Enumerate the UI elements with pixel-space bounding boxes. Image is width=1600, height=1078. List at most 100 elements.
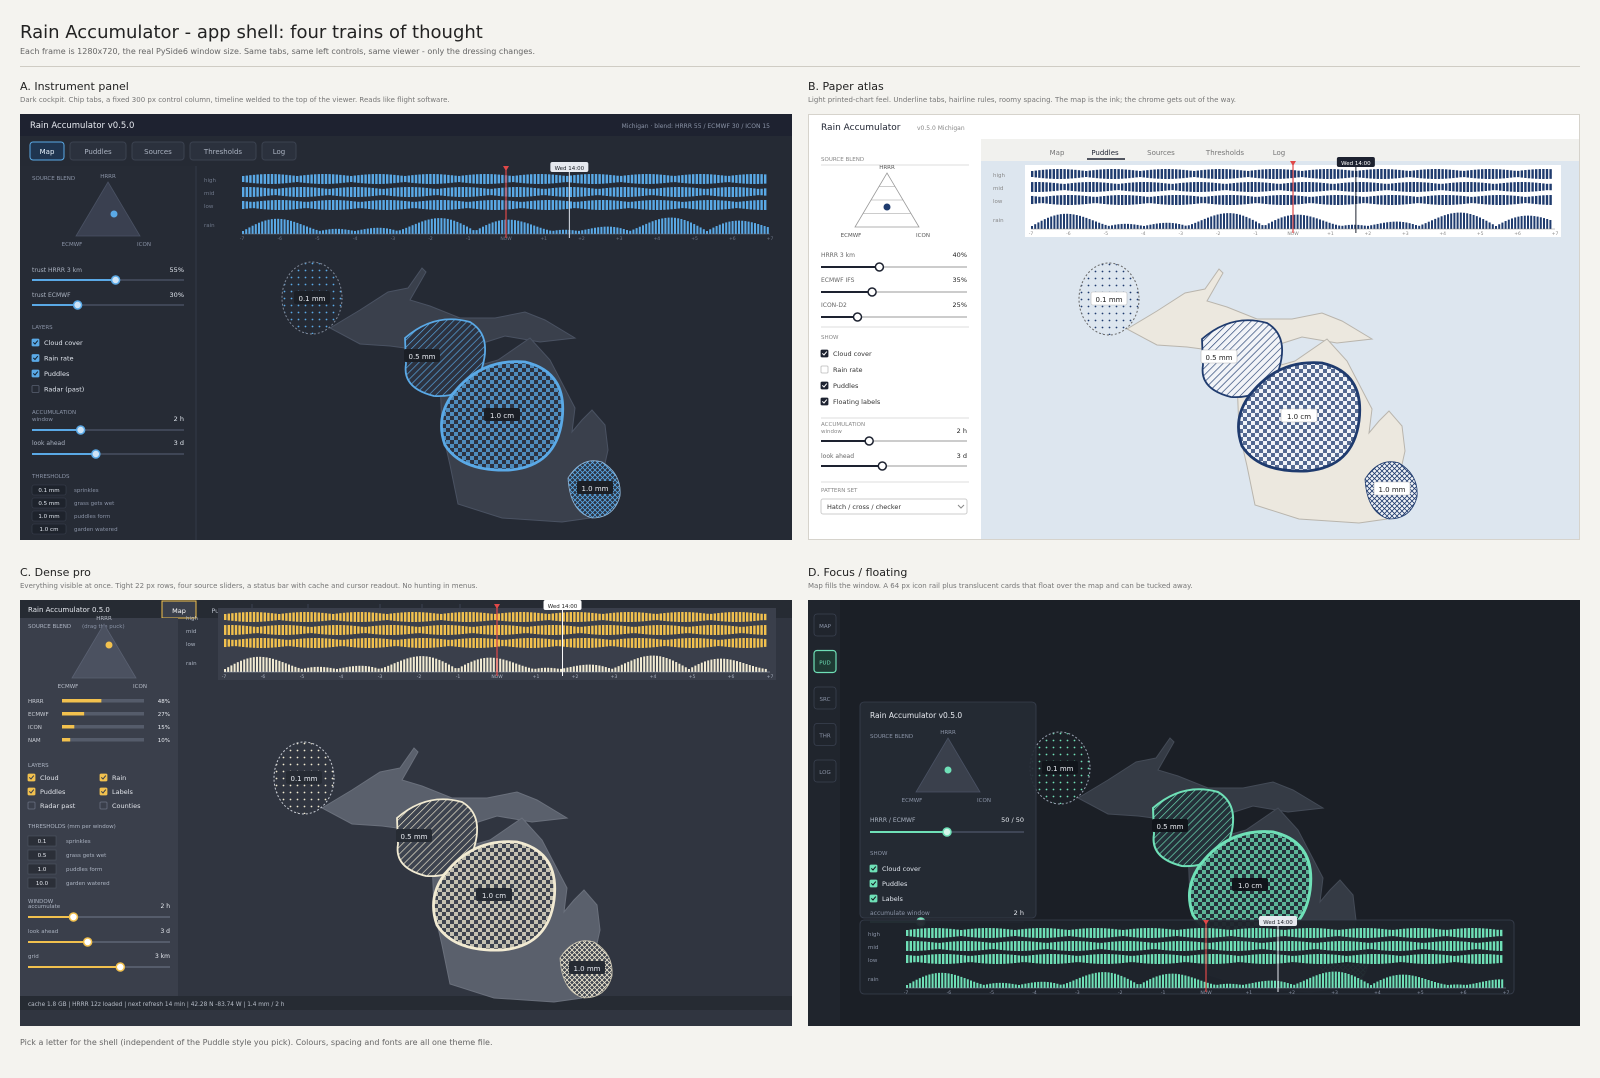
cloud-bar: [756, 174, 760, 184]
cloud-bar: [1456, 955, 1460, 963]
cloud-bar: [476, 612, 479, 622]
rain-bar: [582, 664, 585, 672]
rain-bar: [1280, 981, 1283, 988]
cloud-bar: [378, 638, 382, 648]
checkbox[interactable]: [99, 787, 108, 796]
tab-thresholds[interactable]: [189, 141, 257, 161]
slider-handle[interactable]: [91, 449, 101, 459]
rain-bar: [1392, 221, 1395, 229]
slider-handle[interactable]: [852, 312, 863, 322]
slider-handle[interactable]: [874, 262, 885, 272]
slider-handle[interactable]: [82, 937, 93, 947]
threshold-input[interactable]: [31, 523, 67, 535]
checkbox[interactable]: [31, 385, 40, 393]
cloud-bar: [342, 175, 346, 183]
blend-puck[interactable]: [110, 210, 118, 218]
checkbox[interactable]: [869, 864, 878, 873]
threshold-input[interactable]: [27, 863, 57, 875]
cloud-bar: [1081, 195, 1084, 205]
pattern-set-select[interactable]: [820, 498, 968, 515]
checkbox[interactable]: [27, 801, 36, 810]
rail-button-map[interactable]: [813, 613, 837, 637]
checkbox[interactable]: [99, 801, 108, 810]
slider-handle[interactable]: [867, 287, 877, 297]
timeline-row-label: high: [204, 178, 217, 184]
rain-bar: [665, 657, 668, 672]
slider-handle[interactable]: [864, 436, 874, 446]
tab-thresholds[interactable]: Thresholds: [1205, 149, 1244, 157]
source-bar-fill[interactable]: [62, 699, 102, 703]
timeline-tick-label: +1: [1246, 990, 1253, 996]
checkbox[interactable]: [27, 773, 36, 782]
source-bar-fill[interactable]: [62, 712, 85, 716]
cloud-bar: [1006, 941, 1010, 951]
threshold-input[interactable]: [27, 849, 57, 861]
cloud-bar: [1222, 954, 1226, 964]
cloud-bar: [677, 175, 680, 183]
blend-triangle[interactable]: [71, 623, 137, 679]
cloud-bar: [558, 639, 562, 647]
threshold-input[interactable]: [27, 835, 57, 847]
checkbox[interactable]: [869, 879, 878, 888]
tab-map[interactable]: Map: [1050, 149, 1065, 157]
tab-puddles[interactable]: Puddles: [1091, 149, 1119, 157]
tab-map[interactable]: [161, 600, 197, 619]
checkbox[interactable]: [31, 369, 40, 378]
checkbox[interactable]: [27, 787, 36, 796]
tab-log[interactable]: [261, 141, 297, 161]
blend-triangle[interactable]: [915, 737, 981, 793]
cloud-bar: [1499, 183, 1502, 191]
rail-button-pud[interactable]: [813, 649, 837, 674]
cloud-bar: [479, 626, 482, 634]
checkbox[interactable]: [869, 894, 878, 903]
slider-handle[interactable]: [75, 425, 86, 435]
slider-handle[interactable]: [68, 912, 79, 922]
checkbox[interactable]: [820, 397, 829, 406]
tab-puddles[interactable]: [69, 141, 127, 161]
threshold-input[interactable]: [31, 497, 67, 509]
rain-bar: [648, 222, 651, 234]
threshold-input[interactable]: [27, 877, 57, 889]
checkbox[interactable]: [99, 773, 108, 782]
blend-puck[interactable]: [883, 203, 891, 211]
slider-handle[interactable]: [72, 300, 83, 310]
rain-bar: [1347, 973, 1350, 988]
threshold-input[interactable]: [31, 510, 67, 522]
cloud-bar: [1041, 169, 1045, 179]
checkbox[interactable]: [820, 381, 829, 390]
blend-triangle[interactable]: [75, 181, 141, 237]
cloud-bar: [909, 941, 912, 951]
cloud-bar: [1449, 955, 1452, 963]
rail-button-log[interactable]: [813, 759, 837, 783]
slider-handle[interactable]: [115, 962, 126, 972]
checkbox[interactable]: [31, 354, 40, 362]
blend-puck[interactable]: [105, 641, 113, 649]
slider-handle[interactable]: [110, 275, 121, 285]
cloud-bar: [476, 200, 479, 210]
cloud-bar: [1311, 182, 1315, 192]
rain-bar: [398, 230, 401, 234]
cloud-bar: [602, 625, 605, 635]
tab-sources[interactable]: Sources: [1147, 149, 1175, 157]
slider-handle[interactable]: [942, 827, 952, 837]
cloud-bar: [558, 200, 562, 210]
cloud-bar: [1186, 941, 1190, 951]
rail-button-src[interactable]: [813, 686, 837, 710]
slider-handle[interactable]: [877, 461, 888, 471]
checkbox[interactable]: [31, 338, 40, 347]
rail-button-thr[interactable]: [813, 723, 837, 746]
cloud-bar: [483, 188, 486, 196]
tab-sources[interactable]: [131, 141, 185, 161]
cloud-bar: [1060, 929, 1064, 937]
checkbox[interactable]: [820, 349, 829, 358]
tab-map[interactable]: [29, 141, 65, 161]
tab-log[interactable]: Log: [1273, 149, 1286, 157]
cloud-bar: [967, 929, 970, 937]
blend-puck[interactable]: [944, 766, 952, 774]
source-bar-fill[interactable]: [62, 738, 71, 742]
source-bar-fill[interactable]: [62, 725, 75, 729]
cloud-bar: [1049, 196, 1052, 204]
checkbox[interactable]: [820, 365, 829, 374]
threshold-input[interactable]: [31, 484, 67, 496]
cloud-bar: [738, 187, 742, 197]
